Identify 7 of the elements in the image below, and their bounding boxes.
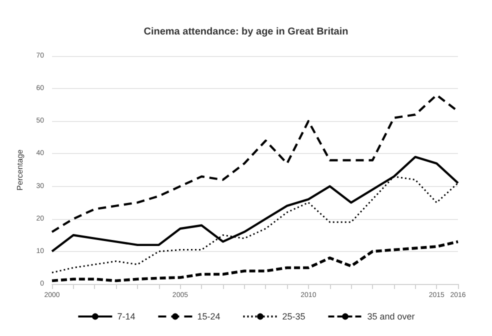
y-axis-title: Percentage [16,148,24,190]
line-series [50,240,460,282]
legend-label: 7-14 [117,312,136,322]
chart-title: Cinema attendance: by age in Great Britain [144,26,348,38]
legend-label: 35 and over [367,312,415,322]
legend-label: 15-24 [197,312,220,322]
legend-label: 25-35 [282,312,306,322]
